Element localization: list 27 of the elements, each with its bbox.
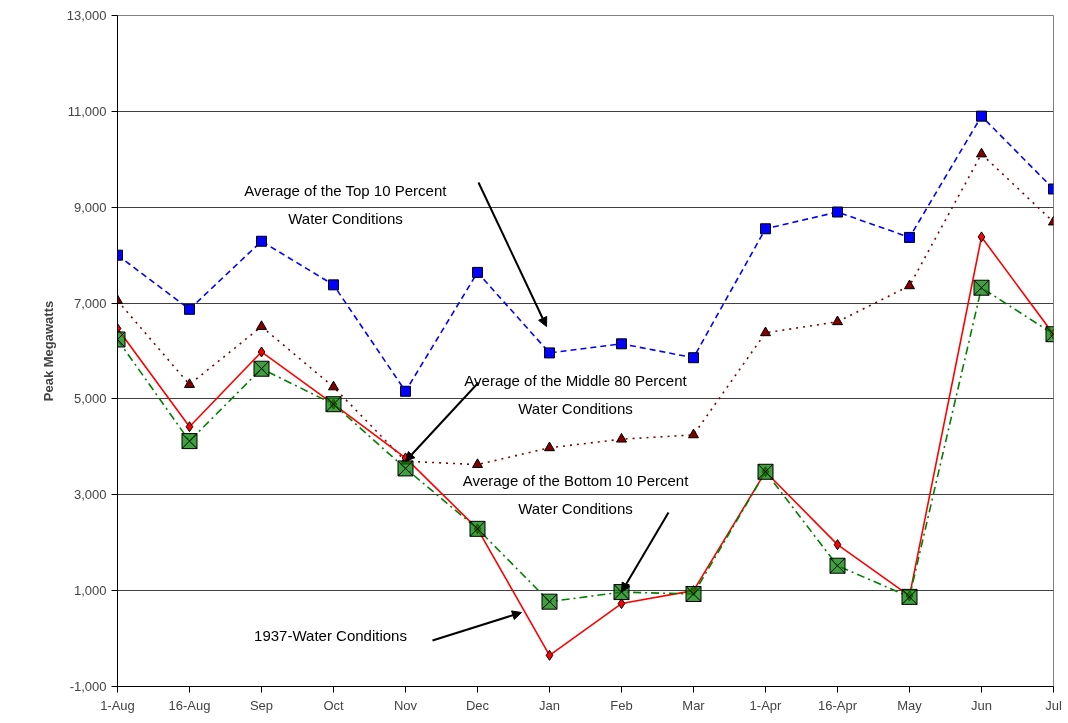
annotation: Average of the Top 10 Percent Water Conditions [244,182,448,227]
x-tick-label: Feb [610,697,633,713]
x-tick-label: 1-Apr [749,697,783,713]
x-tick-label: May [897,697,923,713]
x-tick-label: Jan [539,697,560,713]
x-tick-label: 16-Aug [168,697,211,713]
y-tick-label: 13,000 [66,8,107,23]
x-tick-label: Nov [393,697,418,713]
y-tick-label: 7,000 [73,295,107,311]
y-tick-label: 9,000 [73,199,107,215]
x-tick-label: Dec [465,697,490,713]
x-tick-label: Jun [971,697,992,713]
x-tick-label: Jul [1045,697,1062,713]
y-tick-label: 3,000 [73,487,107,503]
y-tick-label: 11,000 [67,103,107,119]
y-tick-label: -1,000 [69,679,107,694]
y-axis-title: Peak Megawatts [40,300,56,402]
y-tick-label: 5,000 [73,391,107,407]
annotation: 1937-Water Conditions [254,627,407,644]
annotation: Average of the Bottom 10 Percent Water Conditions [462,472,690,517]
y-tick-label: 1,000 [73,583,107,599]
x-tick-label: Sep [249,697,274,713]
annotation: Average of the Middle 80 Percent Water Conditions [464,372,688,417]
x-tick-label: 1-Aug [100,697,135,713]
x-tick-label: Mar [682,697,706,713]
x-tick-label: 16-Apr [817,697,858,713]
x-tick-label: Oct [323,697,344,713]
